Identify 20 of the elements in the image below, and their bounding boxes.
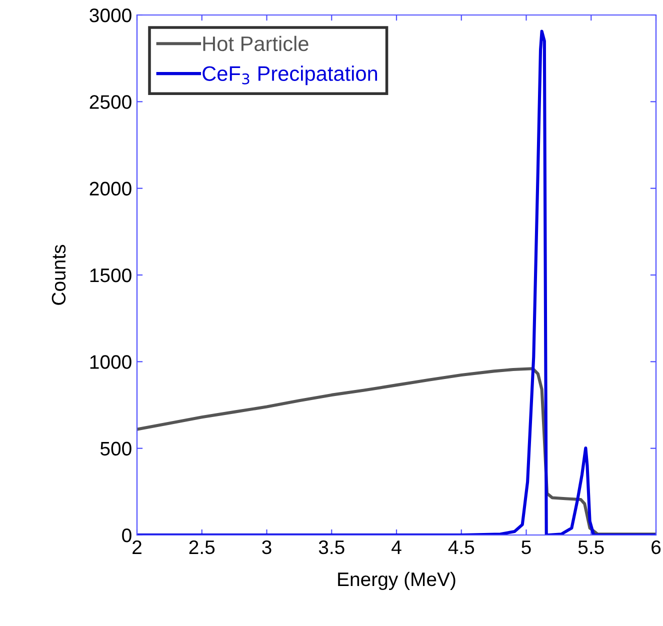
y-tick-label: 0 [122, 528, 132, 542]
y-axis-title: Counts [52, 244, 66, 305]
y-tick-label: 1500 [90, 268, 132, 282]
y-tick-label: 3000 [90, 8, 132, 22]
x-axis-title: Energy (MeV) [338, 572, 456, 590]
y-tick-label: 2000 [90, 182, 132, 196]
x-tick-label: 5.5 [578, 540, 604, 554]
legend-label: CeF$_{3}$ Precipatation [202, 66, 378, 86]
legend-label: Hot Particle [203, 36, 308, 52]
y-tick-label: 500 [100, 442, 132, 456]
x-tick-label: 3 [262, 540, 272, 554]
x-tick-label: 2 [132, 540, 142, 554]
x-tick-label: 4.5 [448, 540, 474, 554]
x-tick-label: 6 [652, 540, 661, 554]
x-tick-label: 4 [392, 540, 402, 554]
x-tick-label: 5 [522, 540, 531, 554]
y-tick-label: 1000 [90, 355, 132, 369]
x-tick-label: 2.5 [189, 540, 215, 554]
x-tick-label: 3.5 [318, 540, 344, 554]
y-tick-label: 2500 [90, 95, 132, 109]
